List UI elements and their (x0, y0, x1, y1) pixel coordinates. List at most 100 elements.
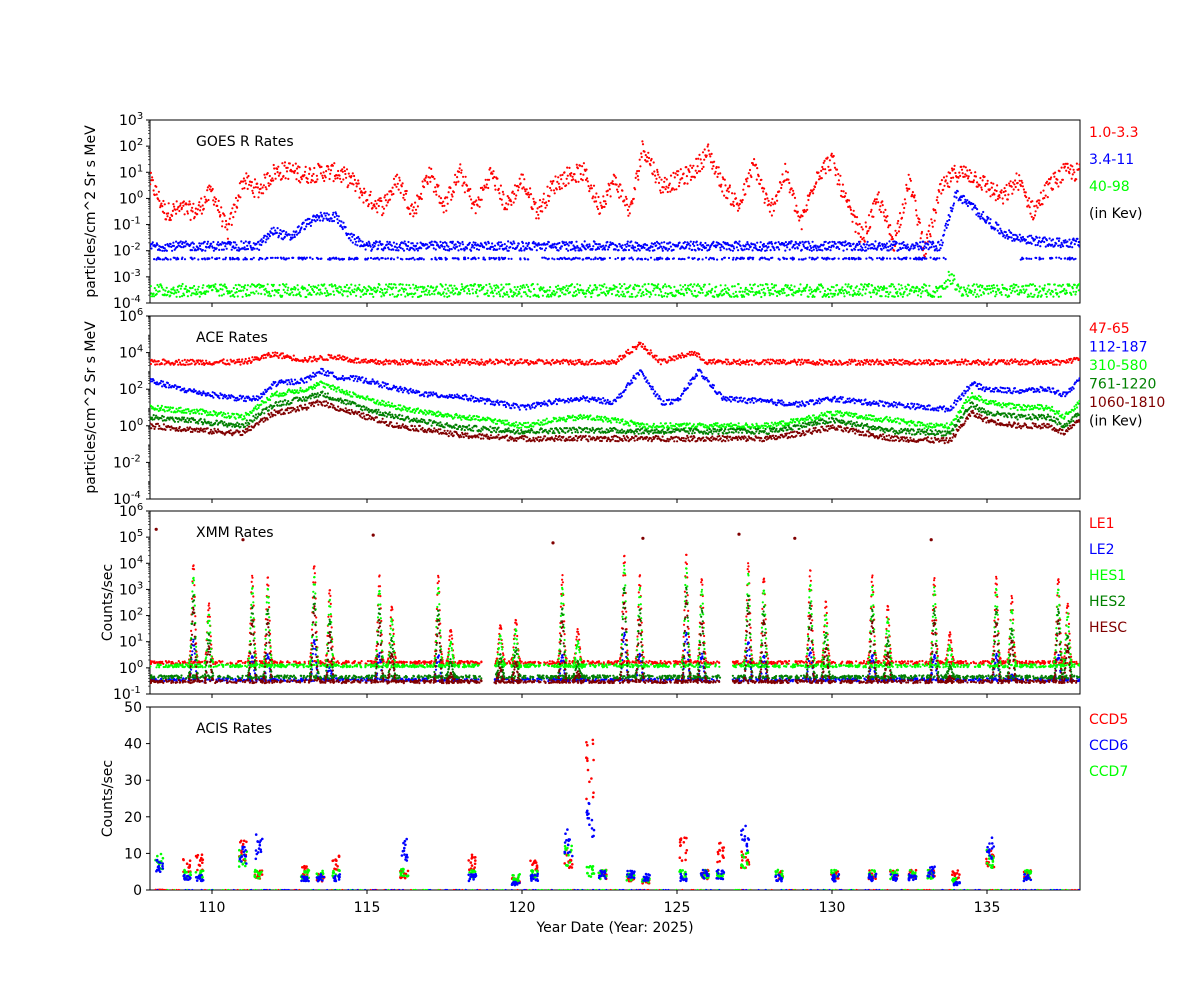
data-point (847, 283, 849, 285)
data-point (765, 193, 767, 195)
data-point (885, 246, 887, 248)
data-point (485, 179, 487, 181)
data-point (268, 185, 270, 187)
data-point (381, 243, 383, 245)
data-point (358, 197, 360, 199)
data-point (672, 172, 674, 174)
data-point (411, 293, 413, 295)
data-point (265, 241, 267, 243)
data-point (647, 283, 649, 285)
data-point (530, 193, 532, 195)
data-point (510, 204, 512, 206)
data-point (1055, 257, 1057, 259)
data-point (668, 248, 670, 250)
data-point (879, 242, 881, 244)
data-point (243, 242, 245, 244)
data-point (311, 175, 313, 177)
data-point (643, 294, 645, 296)
data-point (1025, 196, 1027, 198)
data-point (568, 182, 570, 184)
data-point (389, 294, 391, 296)
data-point (779, 293, 781, 295)
data-point (707, 143, 709, 145)
data-point (720, 186, 722, 188)
data-point (445, 210, 447, 212)
x-tick-label: 125 (664, 900, 691, 916)
data-point (811, 258, 813, 260)
data-point (605, 287, 607, 289)
data-point (542, 295, 544, 297)
data-point (992, 183, 994, 185)
data-point (212, 241, 214, 243)
data-point (198, 204, 200, 206)
data-point (525, 242, 527, 244)
data-point (668, 258, 670, 260)
data-point (181, 207, 183, 209)
data-point (669, 191, 671, 193)
data-point (548, 200, 550, 202)
data-point (1046, 181, 1048, 183)
data-point (965, 203, 967, 205)
data-point (451, 291, 453, 293)
data-point (310, 225, 312, 227)
data-point (212, 247, 214, 249)
data-point (649, 250, 651, 252)
data-point (735, 197, 737, 199)
data-point (693, 241, 695, 243)
data-point (323, 180, 325, 182)
data-point (341, 168, 343, 170)
data-point (496, 178, 498, 180)
data-point (960, 286, 962, 288)
data-point (1051, 244, 1053, 246)
data-point (231, 207, 233, 209)
data-point (957, 177, 959, 179)
data-point (350, 239, 352, 241)
data-point (732, 250, 734, 252)
data-point (920, 296, 922, 298)
data-point (269, 235, 271, 237)
data-point (161, 205, 163, 207)
data-point (197, 288, 199, 290)
data-point (1000, 192, 1002, 194)
series-3.4-11 (149, 190, 1080, 261)
data-point (659, 176, 661, 178)
data-point (398, 189, 400, 191)
legend-entry: 1060-1810 (1089, 395, 1165, 411)
data-point (952, 204, 954, 206)
data-point (319, 219, 321, 221)
data-point (1022, 285, 1024, 287)
data-point (963, 195, 965, 197)
data-point (311, 219, 313, 221)
data-point (217, 241, 219, 243)
data-point (1064, 166, 1066, 168)
data-point (925, 285, 927, 287)
data-point (229, 258, 231, 260)
data-point (867, 248, 869, 250)
data-point (980, 294, 982, 296)
data-point (377, 244, 379, 246)
data-point (916, 243, 918, 245)
data-point (444, 288, 446, 290)
data-point (283, 289, 285, 291)
data-point (599, 243, 601, 245)
data-point (863, 237, 865, 239)
data-point (220, 244, 222, 246)
data-point (848, 291, 850, 293)
data-point (256, 248, 258, 250)
data-point (604, 258, 606, 260)
data-point (195, 208, 197, 210)
data-point (163, 212, 165, 214)
data-point (271, 177, 273, 179)
data-point (941, 244, 943, 246)
data-point (1071, 246, 1073, 248)
data-point (170, 219, 172, 221)
data-point (758, 175, 760, 177)
data-point (640, 152, 642, 154)
data-point (966, 199, 968, 201)
data-point (896, 291, 898, 293)
data-point (178, 210, 180, 212)
data-point (629, 284, 631, 286)
data-point (865, 288, 867, 290)
data-point (664, 177, 666, 179)
data-point (992, 290, 994, 292)
